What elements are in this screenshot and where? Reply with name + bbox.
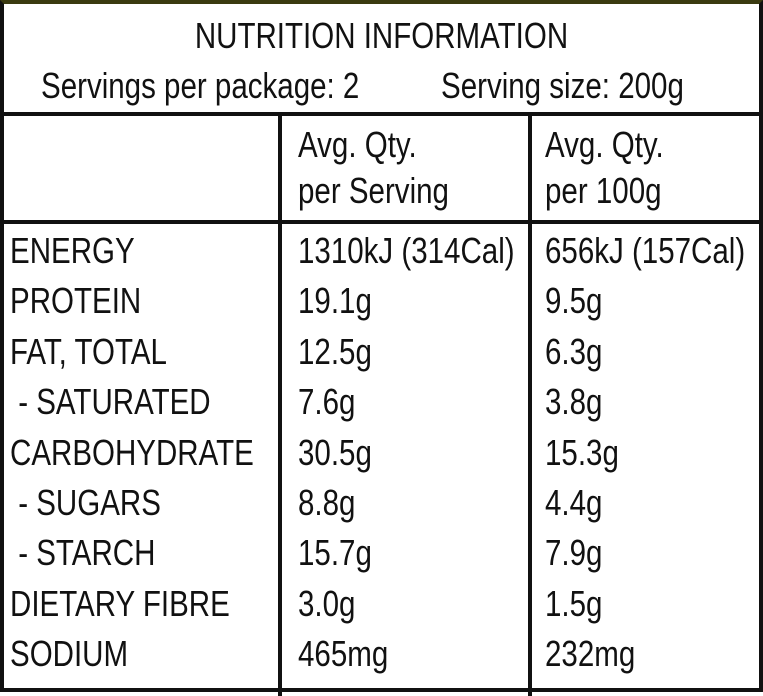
nutrient-label: - SATURATED	[10, 381, 211, 423]
column-header: Avg. Qty. per Serving	[298, 124, 449, 211]
nutrient-label: DIETARY FIBRE	[10, 582, 230, 624]
nutrient-label: FAT, TOTAL	[10, 330, 167, 372]
nutrient-value: 656kJ (157Cal)	[545, 230, 746, 271]
divider	[278, 116, 282, 696]
nutrient-value: 30.5g	[298, 431, 372, 473]
column-header: Avg. Qty. per 100g	[545, 124, 664, 211]
servings-per-package: Servings per package: 2	[41, 65, 360, 106]
divider	[4, 112, 759, 116]
nutrient-label: - SUGARS	[10, 482, 161, 523]
nutrient-value: 1.5g	[545, 582, 603, 624]
nutrient-value: 3.0g	[298, 582, 356, 624]
nutrient-value: 9.5g	[545, 280, 603, 322]
nutrient-label: CARBOHYDRATE	[10, 431, 254, 473]
divider	[4, 220, 759, 224]
nutrient-value: 232mg	[545, 633, 636, 675]
nutrient-value: 8.8g	[298, 482, 356, 523]
divider	[528, 116, 532, 696]
nutrient-value: 1310kJ (314Cal)	[298, 230, 515, 271]
nutrient-label: ENERGY	[10, 230, 135, 271]
title: NUTRITION INFORMATION	[194, 15, 569, 56]
nutrient-value: 19.1g	[298, 280, 372, 322]
nutrient-label: SODIUM	[10, 633, 129, 675]
nutrient-label: PROTEIN	[10, 280, 142, 322]
nutrient-label: - STARCH	[10, 532, 156, 574]
serving-size: Serving size: 200g	[441, 65, 684, 106]
nutrient-value: 4.4g	[545, 482, 603, 523]
nutrient-value: 465mg	[298, 633, 389, 675]
nutrient-value: 6.3g	[545, 330, 603, 372]
nutrient-value: 15.7g	[298, 532, 372, 574]
nutrient-value: 12.5g	[298, 330, 372, 372]
nutrient-value: 7.6g	[298, 381, 356, 423]
nutrient-value: 15.3g	[545, 431, 619, 473]
nutrient-value: 3.8g	[545, 381, 603, 423]
nutrient-value: 7.9g	[545, 532, 603, 574]
